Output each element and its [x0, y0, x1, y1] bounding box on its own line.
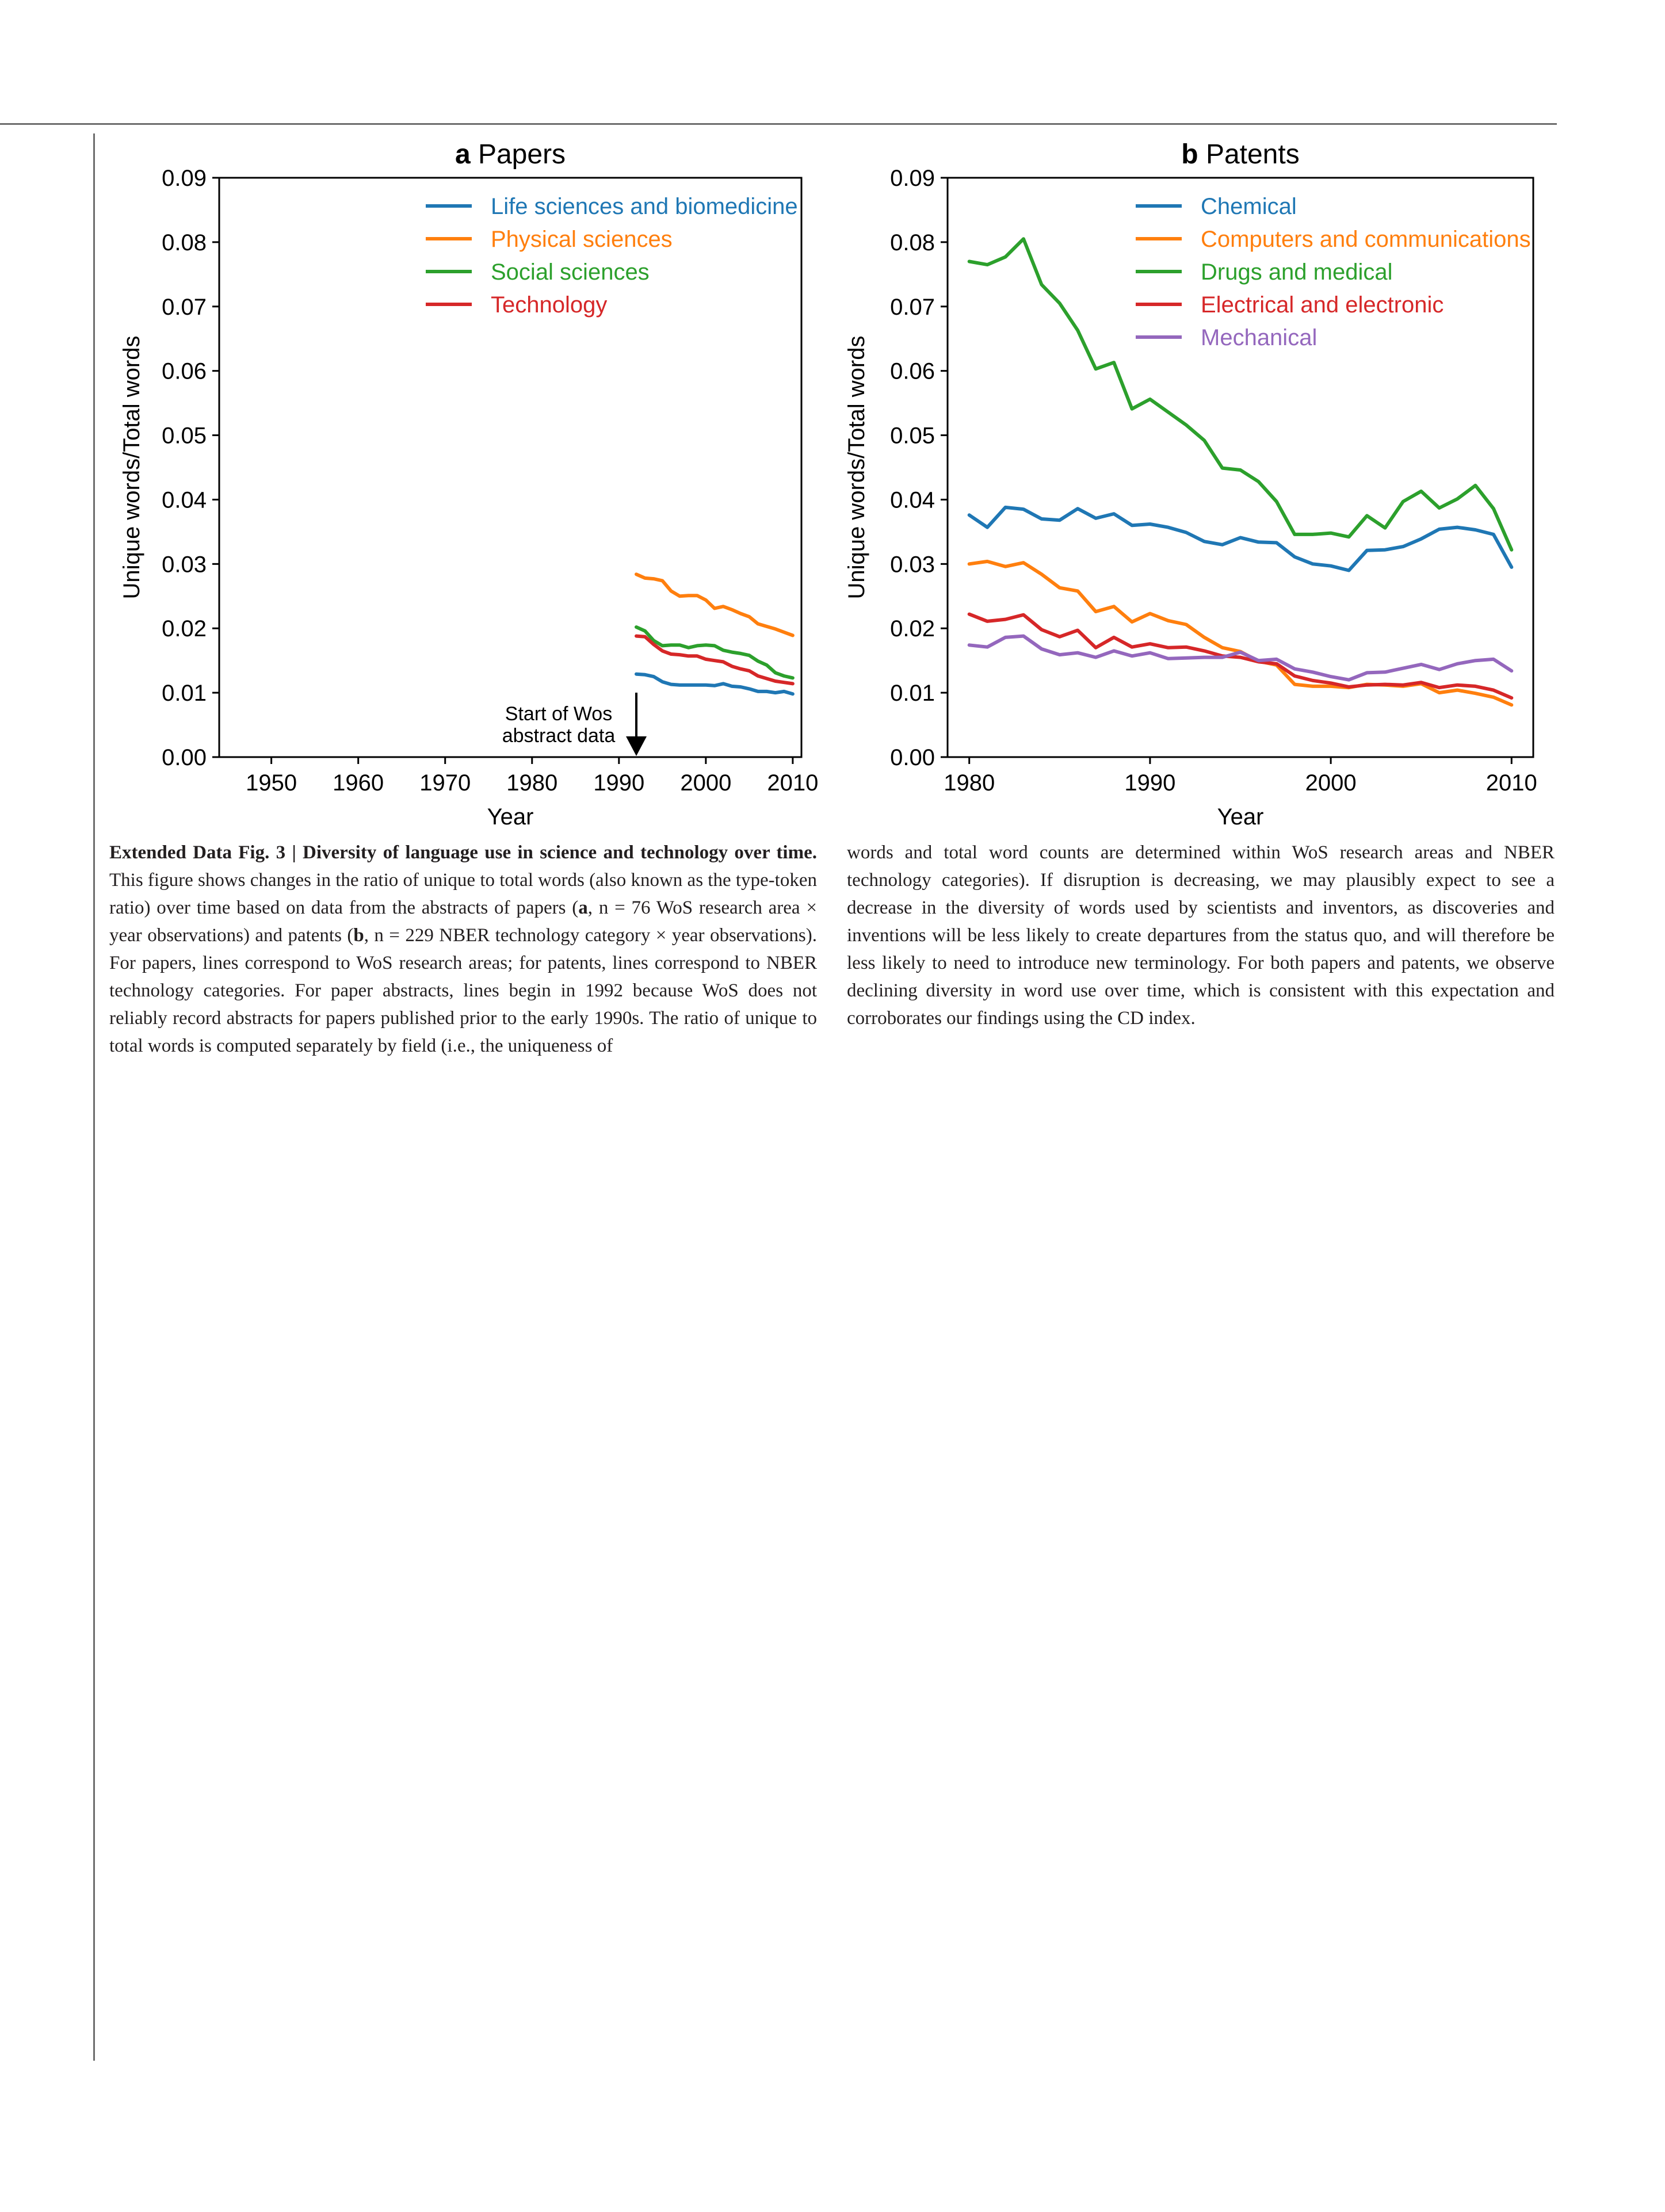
caption-right: words and total word counts are determin…	[847, 839, 1555, 1032]
papers-legend-label-2: Physical sciences	[491, 227, 673, 252]
papers-ytick-label: 0.05	[162, 423, 207, 449]
patents-ytick-label: 0.05	[890, 423, 935, 449]
papers-panel-letter: a	[455, 139, 478, 170]
patents-legend-label-2: Computers and communications	[1201, 227, 1531, 252]
side-rule	[93, 133, 95, 2061]
patents-panel-letter: b	[1181, 139, 1206, 170]
papers-xtick-label: 1950	[246, 770, 297, 796]
patents-title-text: Patents	[1206, 139, 1300, 170]
papers-xtick-label: 1970	[419, 770, 471, 796]
caption-left-paragraph: Extended Data Fig. 3 | Diversity of lang…	[109, 839, 817, 1060]
caption-label: Extended Data Fig. 3 |	[109, 842, 303, 863]
chart-papers: a Papers 0.00 0.01 0.02 0.03 0.04 0.05 0.06 0.07…	[119, 139, 818, 830]
patents-ytick-label: 0.08	[890, 230, 935, 255]
caption-right-paragraph: words and total word counts are determin…	[847, 842, 1555, 1029]
papers-ytick-label: 0.08	[162, 230, 207, 255]
patents-series-line-5	[967, 634, 1514, 682]
patents-ytick-label: 0.00	[890, 745, 935, 770]
patents-xtick-label: 2010	[1486, 770, 1537, 796]
patents-xlabel: Year	[1217, 804, 1264, 830]
papers-title: a Papers	[455, 139, 566, 170]
patents-ytick-label: 0.01	[890, 681, 935, 706]
patents-plot-frame	[946, 177, 1534, 758]
papers-series-line-1	[635, 672, 795, 696]
patents-series-line-3	[967, 237, 1514, 552]
patents-ytick-label: 0.06	[890, 359, 935, 384]
papers-ytick-label: 0.04	[162, 487, 207, 513]
papers-ytick-label: 0.09	[162, 166, 207, 191]
papers-series-line-3	[635, 625, 795, 680]
patents-ytick-label: 0.02	[890, 616, 935, 641]
patents-ytick-label: 0.04	[890, 487, 935, 513]
papers-ytick-label: 0.06	[162, 359, 207, 384]
papers-ytick-label: 0.07	[162, 295, 207, 320]
patents-legend-label-3: Drugs and medical	[1201, 259, 1393, 285]
papers-xtick-label: 2010	[767, 770, 818, 796]
papers-annotation-line-1: Start of Wos	[505, 703, 612, 725]
papers-xtick-label: 1980	[506, 770, 557, 796]
caption-text-2: , n = 76 WoS research area × year observ…	[109, 897, 817, 946]
patents-legend-label-5: Mechanical	[1201, 325, 1317, 350]
top-rule	[0, 123, 1557, 125]
caption-text-1: This figure shows changes in the ratio o…	[109, 870, 817, 918]
patents-title: b Patents	[1181, 139, 1299, 170]
patents-ylabel: Unique words/Total words	[844, 336, 869, 599]
papers-plot-frame	[218, 177, 803, 758]
patents-xtick-label: 1980	[944, 770, 995, 796]
chart-patents: b Patents 0.00 0.01 0.02 0.03 0.04 0.05 0.06 0.0…	[844, 139, 1537, 830]
papers-xtick-label: 2000	[680, 770, 731, 796]
papers-annotation-arrow-head	[626, 736, 647, 756]
patents-xtick-label: 1990	[1124, 770, 1175, 796]
papers-ylabel: Unique words/Total words	[119, 336, 144, 599]
papers-annotation-line-2: abstract data	[502, 725, 616, 747]
papers-legend-label-4: Technology	[491, 292, 607, 318]
papers-series-line-2	[635, 572, 795, 637]
caption-title: Diversity of language use in science and…	[303, 842, 817, 863]
caption-letter-a: a	[578, 897, 588, 918]
caption-left: Extended Data Fig. 3 | Diversity of lang…	[109, 839, 817, 1060]
papers-title-text: Papers	[478, 139, 566, 170]
papers-legend-label-1: Life sciences and biomedicine	[491, 194, 798, 219]
papers-xtick-label: 1990	[593, 770, 644, 796]
patents-series-line-4	[967, 612, 1514, 700]
patents-ytick-label: 0.07	[890, 295, 935, 320]
patents-series-line-1	[967, 505, 1514, 572]
patents-ytick-label: 0.03	[890, 552, 935, 577]
papers-legend-label-3: Social sciences	[491, 259, 650, 285]
caption-text-3: , n = 229 NBER technology category × yea…	[109, 925, 818, 1056]
patents-legend-label-1: Chemical	[1201, 194, 1297, 219]
patents-xtick-label: 2000	[1305, 770, 1357, 796]
papers-series-line-4	[635, 634, 795, 686]
caption-letter-b: b	[353, 925, 364, 946]
papers-ytick-label: 0.01	[162, 681, 207, 706]
patents-ytick-label: 0.09	[890, 166, 935, 191]
papers-xlabel: Year	[487, 804, 534, 830]
papers-ytick-label: 0.02	[162, 616, 207, 641]
papers-ytick-label: 0.00	[162, 745, 207, 770]
patents-legend-label-4: Electrical and electronic	[1201, 292, 1443, 318]
papers-ytick-label: 0.03	[162, 552, 207, 577]
papers-xtick-label: 1960	[333, 770, 384, 796]
